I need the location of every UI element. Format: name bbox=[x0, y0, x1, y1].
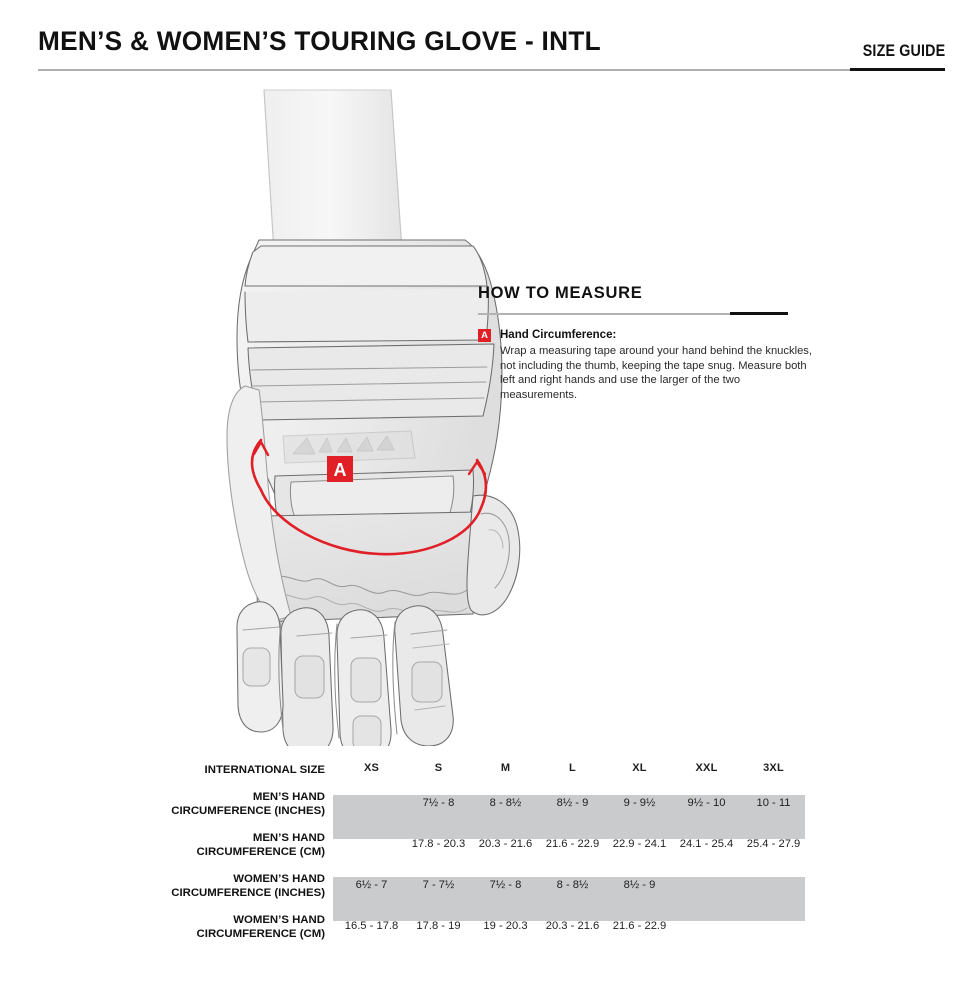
measurement-band bbox=[250, 438, 488, 556]
table-cell: 10 - 11 bbox=[756, 797, 791, 809]
svg-text:A: A bbox=[334, 460, 347, 480]
table-cell: 25.4 - 27.9 bbox=[746, 838, 801, 850]
table-cell: 8½ - 9 bbox=[623, 879, 656, 891]
size-guide-label: SIZE GUIDE bbox=[862, 41, 945, 60]
table-row: MEN’S HAND CIRCUMFERENCE (CM) 17.8 - 20.… bbox=[0, 824, 979, 865]
table-cell: 8 - 8½ bbox=[489, 797, 522, 809]
table-cell: 7 - 7½ bbox=[422, 879, 455, 891]
column-header-3xl: 3XL bbox=[763, 762, 784, 774]
row-label-line2: CIRCUMFERENCE (CM) bbox=[196, 928, 325, 940]
page-header: MEN’S & WOMEN’S TOURING GLOVE - INTL SIZ… bbox=[0, 0, 979, 80]
row-label: MEN’S HAND CIRCUMFERENCE (INCHES) bbox=[65, 790, 325, 818]
row-label-line1: MEN’S HAND bbox=[252, 832, 325, 844]
table-cell: 17.8 - 20.3 bbox=[411, 838, 466, 850]
table-row: WOMEN’S HAND CIRCUMFERENCE (CM) 16.5 - 1… bbox=[0, 906, 979, 947]
table-cell: 16.5 - 17.8 bbox=[344, 920, 399, 932]
column-header-m: M bbox=[500, 762, 511, 774]
table-cell: 6½ - 7 bbox=[355, 879, 388, 891]
row-label-line2: CIRCUMFERENCE (CM) bbox=[196, 846, 325, 858]
header-divider-black bbox=[850, 68, 945, 71]
row-label: MEN’S HAND CIRCUMFERENCE (CM) bbox=[65, 831, 325, 859]
column-header-xxl: XXL bbox=[695, 762, 718, 774]
measure-heading: Hand Circumference: bbox=[500, 329, 617, 341]
table-header-label: INTERNATIONAL SIZE bbox=[204, 764, 325, 776]
table-cell: 17.8 - 19 bbox=[416, 920, 461, 932]
table-row: WOMEN’S HAND CIRCUMFERENCE (INCHES) 6½ -… bbox=[0, 865, 979, 906]
row-label-line1: WOMEN’S HAND bbox=[233, 914, 325, 926]
header-divider-gray bbox=[38, 69, 850, 71]
row-label-line1: MEN’S HAND bbox=[252, 791, 325, 803]
callout-badge-a bbox=[327, 456, 353, 482]
column-headers: XS S M L XL XXL 3XL bbox=[338, 758, 806, 783]
divider-gray-segment bbox=[478, 313, 730, 315]
row-shading-band bbox=[333, 877, 805, 921]
table-cell: 9 - 9½ bbox=[623, 797, 656, 809]
row-label: WOMEN’S HAND CIRCUMFERENCE (INCHES) bbox=[65, 872, 325, 900]
table-cell: 21.6 - 22.9 bbox=[545, 838, 600, 850]
row-label-line2: CIRCUMFERENCE (INCHES) bbox=[171, 805, 325, 817]
column-header-s: S bbox=[434, 762, 443, 774]
row-values: 16.5 - 17.8 17.8 - 19 19 - 20.3 20.3 - 21.6… bbox=[338, 906, 806, 947]
how-to-measure-section: HOW TO MEASURE A Hand Circumference: Wra… bbox=[478, 284, 818, 402]
row-label: WOMEN’S HAND CIRCUMFERENCE (CM) bbox=[65, 913, 325, 941]
table-cell: 7½ - 8 bbox=[422, 797, 455, 809]
table-cell: 20.3 - 21.6 bbox=[478, 838, 533, 850]
table-cell: 7½ - 8 bbox=[489, 879, 522, 891]
column-header-xl: XL bbox=[632, 762, 647, 774]
column-header-l: L bbox=[569, 762, 576, 774]
table-row: MEN’S HAND CIRCUMFERENCE (INCHES) 7½ - 8… bbox=[0, 783, 979, 824]
measure-instruction: A Hand Circumference: Wrap a measuring t… bbox=[478, 328, 818, 402]
divider-black-segment bbox=[730, 312, 788, 315]
table-cell: 8½ - 9 bbox=[556, 797, 589, 809]
table-cell: 24.1 - 25.4 bbox=[679, 838, 734, 850]
row-shading-band bbox=[333, 795, 805, 839]
row-values: 17.8 - 20.3 20.3 - 21.6 21.6 - 22.9 22.9 - … bbox=[338, 824, 806, 865]
table-cell: 19 - 20.3 bbox=[483, 920, 528, 932]
measure-description: Wrap a measuring tape around your hand b… bbox=[500, 345, 812, 401]
how-to-measure-divider bbox=[478, 312, 788, 315]
table-cell: 22.9 - 24.1 bbox=[612, 838, 667, 850]
glove-illustration: A bbox=[215, 86, 535, 746]
measure-badge-a: A bbox=[478, 329, 491, 342]
row-values: 6½ - 7 7 - 7½ 7½ - 8 8 - 8½ 8½ - 9 bbox=[338, 865, 806, 906]
page-title: MEN’S & WOMEN’S TOURING GLOVE - INTL bbox=[38, 26, 601, 56]
row-label-line2: CIRCUMFERENCE (INCHES) bbox=[171, 887, 325, 899]
table-cell: 20.3 - 21.6 bbox=[545, 920, 600, 932]
size-chart-table: INTERNATIONAL SIZE XS S M L XL XXL 3XL MEN’S H… bbox=[0, 758, 979, 947]
row-label-line1: WOMEN’S HAND bbox=[233, 873, 325, 885]
row-values: 7½ - 8 8 - 8½ 8½ - 9 9 - 9½ 9½ - 10 10 - 11 bbox=[338, 783, 806, 824]
table-cell: 9½ - 10 bbox=[687, 797, 726, 809]
table-cell: 21.6 - 22.9 bbox=[612, 920, 667, 932]
table-cell: 8 - 8½ bbox=[556, 879, 589, 891]
column-header-xs: XS bbox=[363, 762, 380, 774]
how-to-measure-title: HOW TO MEASURE bbox=[478, 284, 643, 302]
table-header-row: INTERNATIONAL SIZE XS S M L XL XXL 3XL bbox=[0, 758, 979, 783]
